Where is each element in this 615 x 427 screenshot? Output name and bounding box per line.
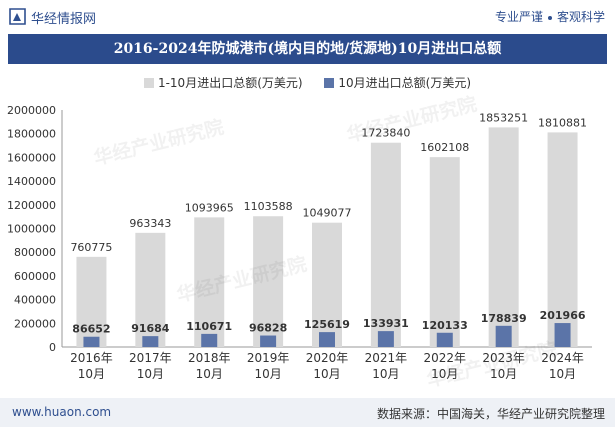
y-tick-label: 400000 [14, 294, 56, 307]
y-tick-label: 600000 [14, 270, 56, 283]
y-tick-label: 2000000 [7, 104, 56, 117]
y-tick-label: 1800000 [7, 128, 56, 141]
data-label-october: 120133 [422, 319, 468, 332]
site-url: www.huaon.com [12, 405, 112, 419]
bar-october [319, 332, 335, 347]
data-label-october: 133931 [363, 317, 409, 330]
legend-item-total: 1-10月进出口总额(万美元) [143, 74, 303, 91]
data-label-october: 110671 [186, 320, 232, 333]
data-label-october: 86652 [72, 323, 110, 336]
data-label-total: 1049077 [303, 207, 352, 220]
x-tick-label: 2021年 10月 [365, 351, 408, 381]
bar-october [436, 332, 453, 347]
y-tick-label: 0 [49, 341, 56, 354]
brand-name: 华经情报网 [31, 12, 97, 27]
data-label-october: 201966 [540, 309, 586, 322]
footer-bar: www.huaon.com 数据来源：中国海关，华经产业研究院整理 [0, 398, 615, 427]
chart-area: 0 200000 400000 600000 800000 1000000 1200000 1… [7, 104, 592, 381]
bar-total [429, 157, 460, 347]
bar-total [547, 132, 578, 347]
x-tick-label: 2016年 10月 [70, 351, 113, 381]
bar-october [201, 333, 218, 347]
bar-october [377, 331, 394, 347]
data-source: 数据来源：中国海关，华经产业研究院整理 [376, 407, 605, 421]
title-bar: 2016-2024年防城港市(境内目的地/货源地)10月进出口总额 [8, 34, 607, 64]
data-label-total: 1602108 [420, 141, 469, 154]
legend-label-october: 10月进出口总额(万美元) [338, 76, 472, 90]
y-tick-label: 1600000 [7, 151, 56, 164]
x-tick-label: 2023年 10月 [482, 351, 525, 381]
x-tick-label: 2020年 10月 [306, 351, 349, 381]
data-label-total: 1103588 [244, 200, 293, 213]
data-label-october: 96828 [249, 322, 287, 335]
data-label-october: 178839 [481, 312, 527, 325]
bar-october [495, 325, 512, 347]
y-tick-label: 1200000 [7, 199, 56, 212]
slogan: 专业严谨 客观科学 [495, 8, 605, 25]
x-tick-label: 2024年 10月 [541, 351, 584, 381]
data-label-total: 963343 [129, 217, 171, 230]
data-label-total: 1853251 [479, 111, 528, 124]
bar-total [76, 256, 107, 347]
x-tick-label: 2019年 10月 [247, 351, 290, 381]
bar-october [142, 336, 159, 347]
bar-october [554, 323, 571, 347]
data-label-total: 1093965 [185, 201, 234, 214]
bar-total [194, 217, 225, 347]
x-tick-label: 2017年 10月 [129, 351, 172, 381]
data-label-total: 1810881 [538, 116, 587, 129]
data-label-total: 760775 [70, 241, 112, 254]
legend-label-total: 1-10月进出口总额(万美元) [157, 76, 303, 90]
data-label-october: 91684 [131, 322, 170, 335]
legend-swatch-october [324, 78, 335, 88]
slogan-right: 客观科学 [556, 10, 605, 24]
bar-total [370, 142, 401, 347]
x-tick-label: 2022年 10月 [424, 351, 467, 381]
x-tick-label: 2018年 10月 [188, 351, 231, 381]
y-tick-label: 1400000 [7, 175, 56, 188]
bar-october [260, 335, 277, 347]
bar-total [253, 216, 284, 347]
bar-october [83, 336, 100, 347]
bar-total [312, 222, 342, 347]
legend-item-october: 10月进出口总额(万美元) [324, 74, 471, 91]
legend-swatch-total [143, 78, 154, 88]
header-bar: 华经情报网 专业严谨 客观科学 [0, 0, 615, 34]
slogan-left: 专业严谨 [494, 10, 543, 24]
chart-title: 2016-2024年防城港市(境内目的地/货源地)10月进出口总额 [113, 41, 502, 57]
y-tick-label: 800000 [14, 246, 56, 259]
data-label-october: 125619 [304, 318, 350, 331]
logo-icon [9, 8, 26, 25]
y-tick-label: 1000000 [7, 223, 56, 236]
legend: 1-10月进出口总额(万美元) 10月进出口总额(万美元) [0, 74, 615, 92]
bar-total [488, 127, 519, 347]
data-label-total: 1723840 [361, 127, 410, 140]
y-tick-label: 200000 [14, 317, 56, 330]
bar-total [135, 232, 166, 347]
slogan-dot [547, 15, 552, 20]
